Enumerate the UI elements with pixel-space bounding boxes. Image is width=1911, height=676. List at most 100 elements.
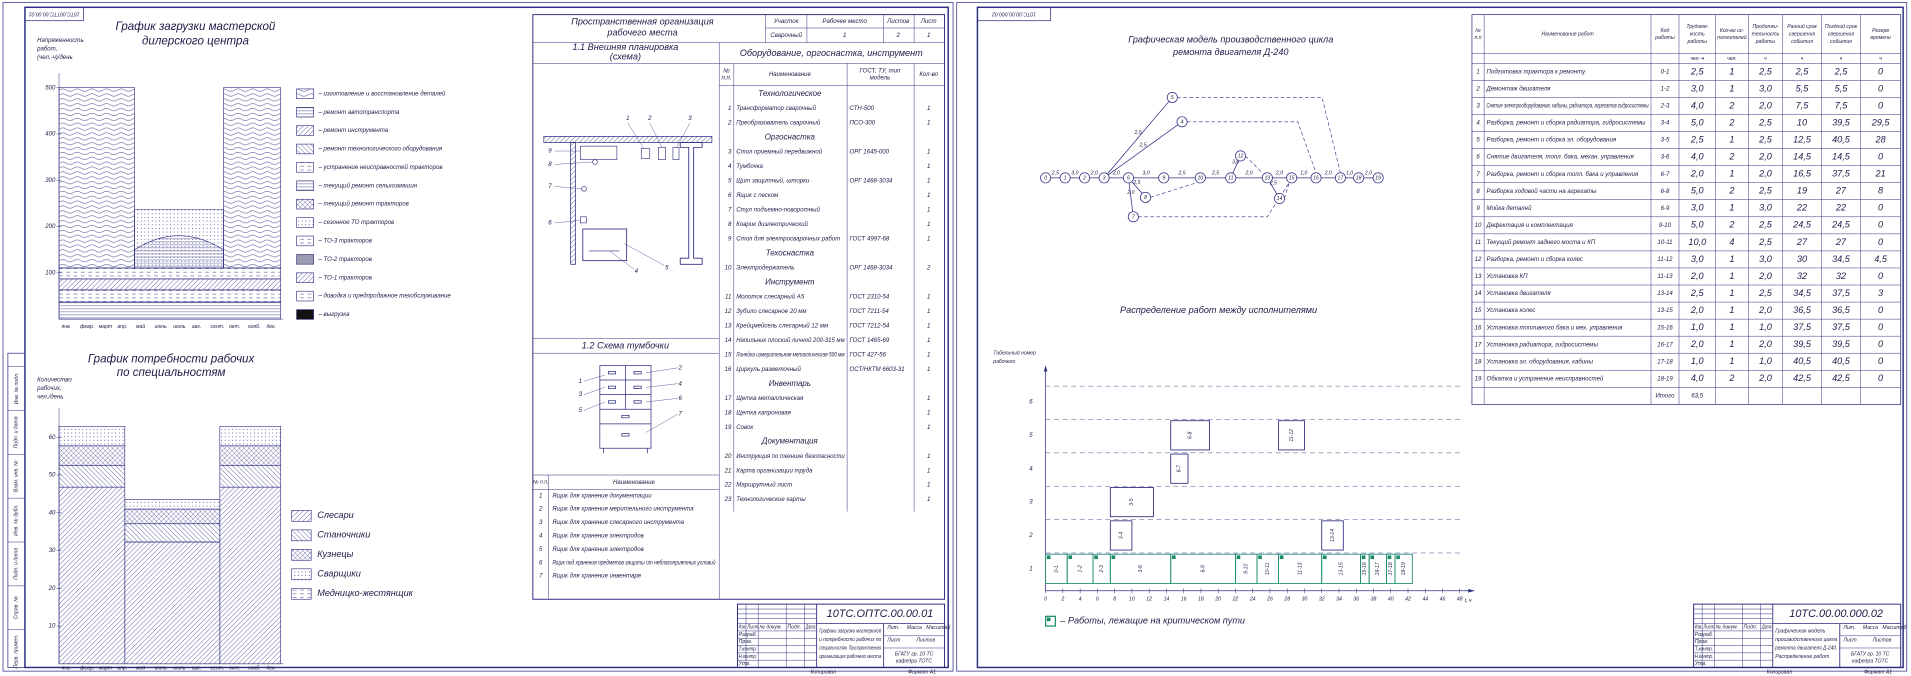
critical-marker [1171,555,1176,560]
edge-label: 2,5 [1132,180,1140,186]
row-quantity: 1 [927,163,930,170]
axis-label: рабочего [992,359,1015,365]
row-name: Совок [736,424,754,431]
section-title: Оборудование, оргоснастка, инструмент [740,48,923,58]
legend-swatch [296,180,314,191]
row-standard: ОСТ/НКТМ 6603-31 [850,366,905,373]
legend-label: Сварщики [317,569,361,579]
row-name: Мойка деталей [1487,205,1533,212]
row-name: Щетка капроновая [736,409,791,416]
network-node [1040,172,1052,184]
critical-marker [1387,555,1392,560]
edge-label: 2,5 [1134,130,1142,136]
table-cell: 10,0 [1688,237,1706,247]
plan-label: 8 [548,161,552,168]
table-cell: 14,5 [1793,152,1812,162]
row-name: Электродержатель [736,264,794,271]
table-cell: 3,0 [1691,254,1704,264]
row-number: 21 [724,467,732,474]
table-cell: 21 [1875,169,1886,179]
table-cell: 10-11 [1657,239,1672,246]
row-number: 8 [728,221,732,228]
x-tick-label: 14 [1164,597,1170,603]
side-label: Инв. № подл. [14,373,20,405]
table-cell: 1 [1729,288,1734,298]
table-cell: 5,5 [1835,83,1849,93]
row-number: 4 [728,163,732,170]
table-unit: ч [1801,56,1804,62]
sheet-frame [976,6,1904,669]
plan-sketch [543,122,713,270]
x-tick-label: окт. [229,665,240,671]
table-cell: 0 [1878,305,1883,315]
bar-label: 11-13 [1297,562,1303,575]
node-label: 10 [1197,176,1203,182]
chart-title: Графическая модель производственного цик… [1128,35,1333,45]
row-quantity: 1 [927,366,930,373]
info-value: 1 [843,32,846,39]
stamp-label: Утв. [739,661,751,667]
table-header: Ранний срок [1787,23,1817,30]
table-unit: ч [1840,56,1843,62]
table-cell: 2,5 [1758,288,1773,298]
row-name: Установка двигателя [1486,290,1552,297]
legend-label: – ТО-1 тракторов [317,274,371,281]
row-quantity: 1 [927,119,930,126]
plan-label: 7 [548,183,552,190]
network-node [1225,172,1237,184]
row-name: Дефектация и комплектация [1486,222,1574,229]
side-label: Справ. № [14,596,20,620]
table-cell: 39,5 [1832,339,1851,349]
legend-swatch [291,510,312,522]
table-cell: 2,0 [1690,305,1704,315]
plan-label: 4 [635,268,639,275]
critical-marker [1258,555,1262,560]
row-standard: ГОСТ 4997-68 [850,235,890,242]
y-tick-label: 2 [1028,532,1033,539]
gantt-bar [1278,420,1305,451]
stamp-label: Дата [805,625,816,631]
legend-label: – текущий ремонт сельхозмашин [317,182,417,189]
table-cell: 0 [1878,152,1883,162]
chart-title: График загрузки мастерской [116,21,276,33]
stamp-label: Утв. [1695,661,1707,667]
table-cell: 37,5 [1793,322,1812,332]
table-header: п.п. [721,75,731,82]
y-tick-label: 10 [49,623,56,630]
row-name: Ящик для хранения электродов [551,533,643,540]
legend-label: – ремонт технологического оборудования [317,146,442,153]
legend-label: Кузнецы [317,549,353,559]
edge-label: 2,0 [1244,170,1252,176]
table-cell: 12 [1475,256,1482,263]
table-header: п.п [1475,35,1482,41]
legend-label: – текущий ремонт тракторов [317,201,408,208]
table-cell: 1 [1729,305,1734,315]
table-cell: 0 [1878,220,1883,230]
table-cell: 6-9 [1661,205,1670,212]
total-label: Итого [1655,392,1675,399]
x-tick-label: 34 [1336,597,1342,603]
row-number: 5 [539,546,543,553]
x-tick-label: 38 [1371,597,1377,603]
row-name: Подготовка трактора к ремонту [1487,68,1587,75]
x-tick-label: 48 [1457,597,1463,603]
table-cell: 1-2 [1661,86,1670,93]
table-cell: 1,0 [1691,322,1704,332]
table-cell: 0 [1878,356,1883,366]
plan-label: 3 [688,115,692,122]
network-node [1353,172,1365,184]
table-cell: 8 [1878,186,1884,196]
table-cell: 9 [1476,205,1480,212]
axis-label: Напряженность [37,37,84,44]
plan-label: 6 [548,220,552,227]
table-cell: 4,0 [1691,373,1704,383]
node-label: 3 [1103,176,1106,182]
legend-swatch [296,125,314,136]
legend-swatch [296,217,314,228]
y-tick-label: 100 [45,269,56,276]
row-name: Ящик для хранения документации [551,492,652,499]
y-tick-label: 30 [49,547,56,554]
table-cell: 1,0 [1759,322,1772,332]
table-cell: 2,5 [1834,66,1849,76]
